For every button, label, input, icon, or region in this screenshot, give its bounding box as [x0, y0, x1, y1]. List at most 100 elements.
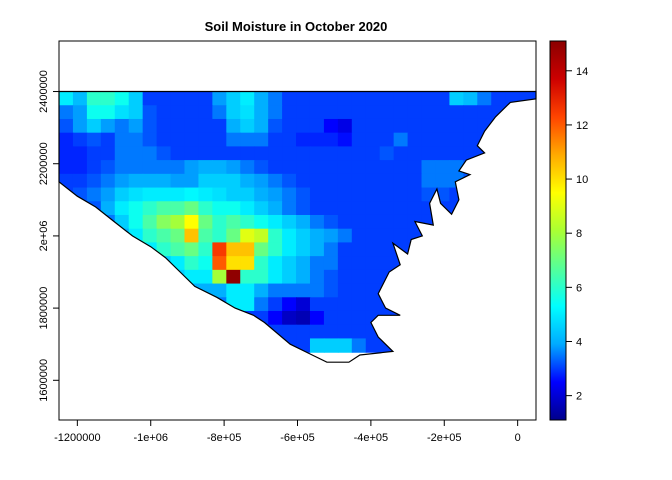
- heatmap-cell: [254, 324, 269, 340]
- heatmap-cell: [254, 132, 269, 147]
- heatmap-cell: [393, 214, 409, 230]
- heatmap-cell: [435, 297, 450, 312]
- heatmap-cell: [393, 228, 409, 244]
- heatmap-cell: [240, 160, 255, 175]
- heatmap-cell: [351, 256, 367, 271]
- heatmap-cell: [477, 91, 492, 106]
- heatmap-cell: [156, 228, 172, 244]
- heatmap-cell: [337, 269, 353, 285]
- heatmap-cell: [240, 146, 255, 161]
- heatmap-cell: [309, 201, 325, 216]
- heatmap-cell: [184, 118, 200, 134]
- heatmap-cell: [296, 187, 311, 202]
- heatmap-cell: [351, 297, 367, 312]
- heatmap-cell: [128, 132, 144, 147]
- heatmap-cell: [212, 118, 227, 134]
- heatmap-cell: [156, 173, 172, 189]
- heatmap-cell: [491, 214, 506, 230]
- heatmap-cell: [365, 338, 381, 353]
- heatmap-cell: [491, 228, 506, 244]
- heatmap-cell: [309, 160, 325, 175]
- heatmap-cell: [142, 132, 158, 147]
- heatmap-cell: [226, 146, 241, 161]
- heatmap-cell: [477, 214, 492, 230]
- heatmap-cell: [296, 242, 311, 257]
- heatmap-cell: [421, 228, 437, 244]
- heatmap-cell: [156, 214, 172, 230]
- heatmap-cell: [463, 310, 478, 326]
- heatmap-cell: [59, 256, 74, 271]
- heatmap-cell: [337, 297, 353, 312]
- heatmap-cell: [198, 324, 213, 340]
- heatmap-cell: [72, 242, 88, 257]
- colorbar-tick-label: 4: [576, 336, 582, 348]
- heatmap-cell: [365, 91, 381, 106]
- heatmap-cell: [184, 146, 200, 161]
- heatmap-cell: [72, 256, 88, 271]
- heatmap-cell: [379, 324, 395, 340]
- heatmap-cell: [477, 132, 492, 147]
- heatmap-cell: [156, 105, 172, 120]
- heatmap-cell: [351, 118, 367, 134]
- heatmap-cell: [477, 256, 492, 271]
- heatmap-cell: [226, 283, 241, 298]
- heatmap-cell: [533, 214, 536, 230]
- heatmap-cell: [156, 256, 172, 271]
- heatmap-cell: [296, 269, 311, 285]
- heatmap-cell: [435, 256, 450, 271]
- heatmap-cell: [114, 310, 130, 326]
- heatmap-cell: [309, 228, 325, 244]
- heatmap-cell: [533, 187, 536, 202]
- heatmap-cell: [505, 160, 520, 175]
- heatmap-cell: [491, 242, 506, 257]
- heatmap-cell: [296, 146, 311, 161]
- heatmap-cell: [379, 146, 395, 161]
- heatmap-cell: [463, 105, 478, 120]
- heatmap-cell: [59, 269, 74, 285]
- heatmap-cell: [282, 297, 297, 312]
- heatmap-cell: [337, 132, 353, 147]
- heatmap-cell: [505, 338, 520, 353]
- heatmap-cell: [505, 256, 520, 271]
- heatmap-cell: [351, 283, 367, 298]
- heatmap-cell: [365, 256, 381, 271]
- heatmap-cell: [282, 283, 297, 298]
- heatmap-cell: [393, 201, 409, 216]
- heatmap-cell: [72, 324, 88, 340]
- heatmap-cell: [519, 160, 534, 175]
- heatmap-cell: [156, 324, 172, 340]
- heatmap-cell: [114, 228, 130, 244]
- heatmap-cell: [59, 187, 74, 202]
- heatmap-cell: [337, 283, 353, 298]
- heatmap-cell: [491, 269, 506, 285]
- heatmap-cell: [142, 173, 158, 189]
- heatmap-cell: [533, 118, 536, 134]
- heatmap-cell: [100, 256, 116, 271]
- heatmap-cell: [268, 283, 283, 298]
- heatmap-cell: [309, 146, 325, 161]
- heatmap-cell: [393, 283, 409, 298]
- heatmap-cell: [477, 297, 492, 312]
- heatmap-cell: [184, 132, 200, 147]
- heatmap-cell: [323, 118, 339, 134]
- heatmap-cell: [170, 324, 186, 340]
- heatmap-cell: [100, 338, 116, 353]
- heatmap-cell: [156, 338, 172, 353]
- heatmap-cell: [59, 310, 74, 326]
- heatmap-cell: [254, 214, 269, 230]
- heatmap-cell: [184, 338, 200, 353]
- heatmap-cell: [226, 338, 241, 353]
- heatmap-cell: [226, 160, 241, 175]
- heatmap-cell: [142, 214, 158, 230]
- heatmap-cell: [351, 324, 367, 340]
- heatmap-cell: [128, 214, 144, 230]
- heatmap-cell: [533, 283, 536, 298]
- heatmap-cell: [309, 256, 325, 271]
- y-tick-label: 1800000: [38, 287, 50, 330]
- heatmap-cell: [337, 228, 353, 244]
- heatmap-cell: [491, 132, 506, 147]
- heatmap-cell: [365, 269, 381, 285]
- heatmap-cell: [170, 283, 186, 298]
- heatmap-cell: [463, 132, 478, 147]
- heatmap-cell: [435, 160, 450, 175]
